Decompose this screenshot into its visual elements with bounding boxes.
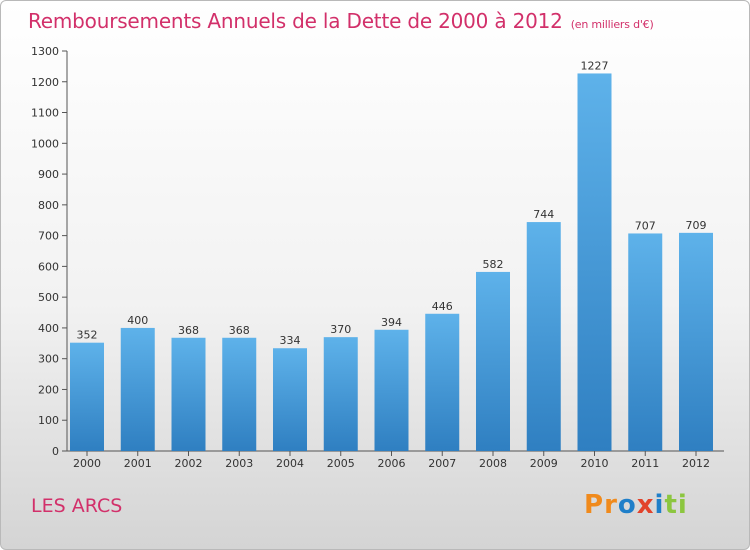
bar-2010 — [577, 73, 612, 451]
x-tick-label: 2010 — [581, 457, 609, 470]
bar-2009 — [526, 222, 561, 451]
y-tick-label: 200 — [38, 383, 59, 396]
value-label-2009: 744 — [533, 208, 554, 221]
value-label-2001: 400 — [127, 314, 148, 327]
bar-2002 — [171, 337, 206, 451]
x-tick-label: 2002 — [175, 457, 203, 470]
chart-title-text: Remboursements Annuels de la Dette de 20… — [28, 9, 563, 33]
value-label-2004: 334 — [280, 334, 301, 347]
x-axis: 2000 2001 2002 2003 2004 2005 2006 2007 2008 2009… — [67, 450, 724, 470]
value-label-2003: 368 — [229, 324, 250, 337]
x-tick-label: 2004 — [276, 457, 304, 470]
value-labels: 352 400 368 368 334 370 394 446 582 744 1227 707 709 — [77, 59, 707, 347]
x-tick-label: 2000 — [73, 457, 101, 470]
bar-2012 — [679, 232, 713, 451]
y-tick-label: 500 — [38, 291, 59, 304]
bar-2006 — [374, 329, 409, 451]
logo-letter: i — [677, 490, 688, 520]
y-tick-label: 700 — [38, 230, 59, 243]
y-tick-label: 400 — [38, 322, 59, 335]
x-tick-label: 2007 — [428, 457, 456, 470]
value-label-2000: 352 — [77, 329, 98, 342]
logo-letter: t — [664, 490, 678, 520]
bar-2007 — [425, 313, 460, 451]
x-tick-label: 2012 — [682, 457, 710, 470]
x-tick-label: 2001 — [124, 457, 152, 470]
logo-letter: o — [617, 490, 637, 520]
bars — [70, 73, 713, 451]
logo-letter: r — [604, 490, 618, 520]
chart-title: Remboursements Annuels de la Dette de 20… — [28, 9, 654, 33]
y-tick-label: 1300 — [31, 45, 59, 58]
logo-letter: x — [636, 490, 655, 520]
proxiti-logo: Proxiti — [584, 490, 688, 520]
value-label-2007: 446 — [432, 300, 453, 313]
value-label-2011: 707 — [635, 219, 656, 232]
x-tick-label: 2006 — [378, 457, 406, 470]
bar-2003 — [222, 337, 257, 451]
bar-2008 — [476, 271, 510, 451]
bar-2000 — [70, 342, 104, 451]
x-tick-label: 2009 — [530, 457, 558, 470]
y-tick-label: 800 — [38, 199, 59, 212]
y-tick-label: 1100 — [31, 107, 59, 120]
value-label-2002: 368 — [178, 324, 199, 337]
value-label-2005: 370 — [330, 323, 351, 336]
value-label-2012: 709 — [686, 219, 707, 232]
logo-letter: i — [654, 490, 665, 520]
x-tick-label: 2005 — [327, 457, 355, 470]
commune-name: LES ARCS — [31, 495, 123, 517]
bar-2004 — [273, 348, 307, 451]
y-tick-label: 300 — [38, 353, 59, 366]
x-tick-label: 2008 — [479, 457, 507, 470]
logo-letter: P — [584, 490, 605, 520]
unit-note: (en milliers d'€) — [570, 18, 654, 31]
x-tick-label: 2011 — [631, 457, 659, 470]
value-label-2010: 1227 — [581, 59, 609, 72]
y-axis: 0 100 200 300 400 500 600 700 800 900 1000 1100 1200… — [31, 45, 68, 458]
value-label-2006: 394 — [381, 316, 402, 329]
y-tick-label: 600 — [38, 260, 59, 273]
y-tick-label: 0 — [52, 445, 59, 458]
y-tick-label: 100 — [38, 414, 59, 427]
y-tick-label: 1000 — [31, 137, 59, 150]
value-label-2008: 582 — [483, 258, 504, 271]
y-tick-label: 900 — [38, 168, 59, 181]
bar-2011 — [628, 233, 663, 451]
x-tick-label: 2003 — [225, 457, 253, 470]
bar-2001 — [120, 327, 155, 451]
y-tick-label: 1200 — [31, 76, 59, 89]
bar-2005 — [323, 337, 358, 451]
